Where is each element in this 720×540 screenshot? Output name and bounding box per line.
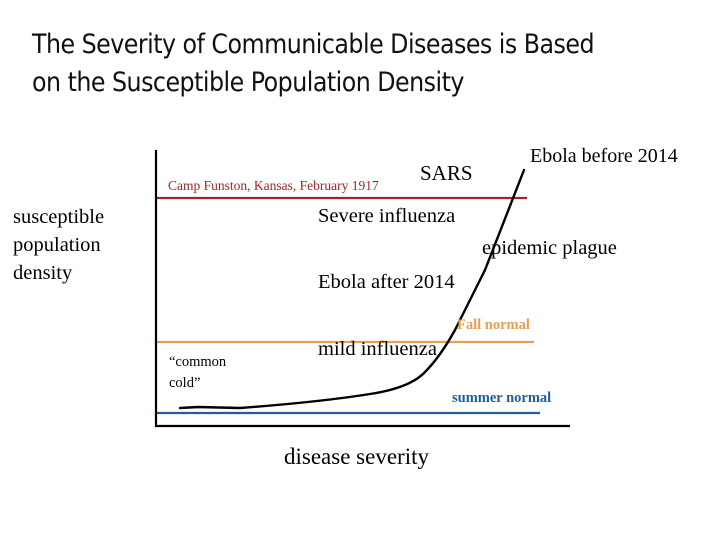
title-line-2: on the Susceptible Population Density [32,67,464,98]
y-axis-label-line-2: population [13,234,101,256]
fall-normal-label: Fall normal [457,317,530,333]
ebola-after-2014-label: Ebola after 2014 [318,271,455,293]
sars-label: SARS [420,161,473,185]
severe-influenza-label: Severe influenza [318,205,456,227]
severity-curve [178,168,526,410]
summer-normal-label: summer normal [452,390,552,406]
x-axis-label: disease severity [284,444,429,469]
y-axis-label-line-1: susceptible [13,206,105,228]
mild-influenza-label: mild influenza [318,338,437,360]
epidemic-plague-label: epidemic plague [482,237,617,259]
title-line-1: The Severity of Communicable Diseases is… [32,29,595,60]
camp-funston-label: Camp Funston, Kansas, February 1917 [168,178,379,193]
common-cold-label-line-2: cold” [169,375,201,391]
y-axis-label-line-3: density [13,262,73,284]
ebola-before-2014-label: Ebola before 2014 [530,145,678,167]
slide-title: The Severity of Communicable Diseases is… [32,26,630,102]
common-cold-label-line-1: “common [169,354,227,370]
